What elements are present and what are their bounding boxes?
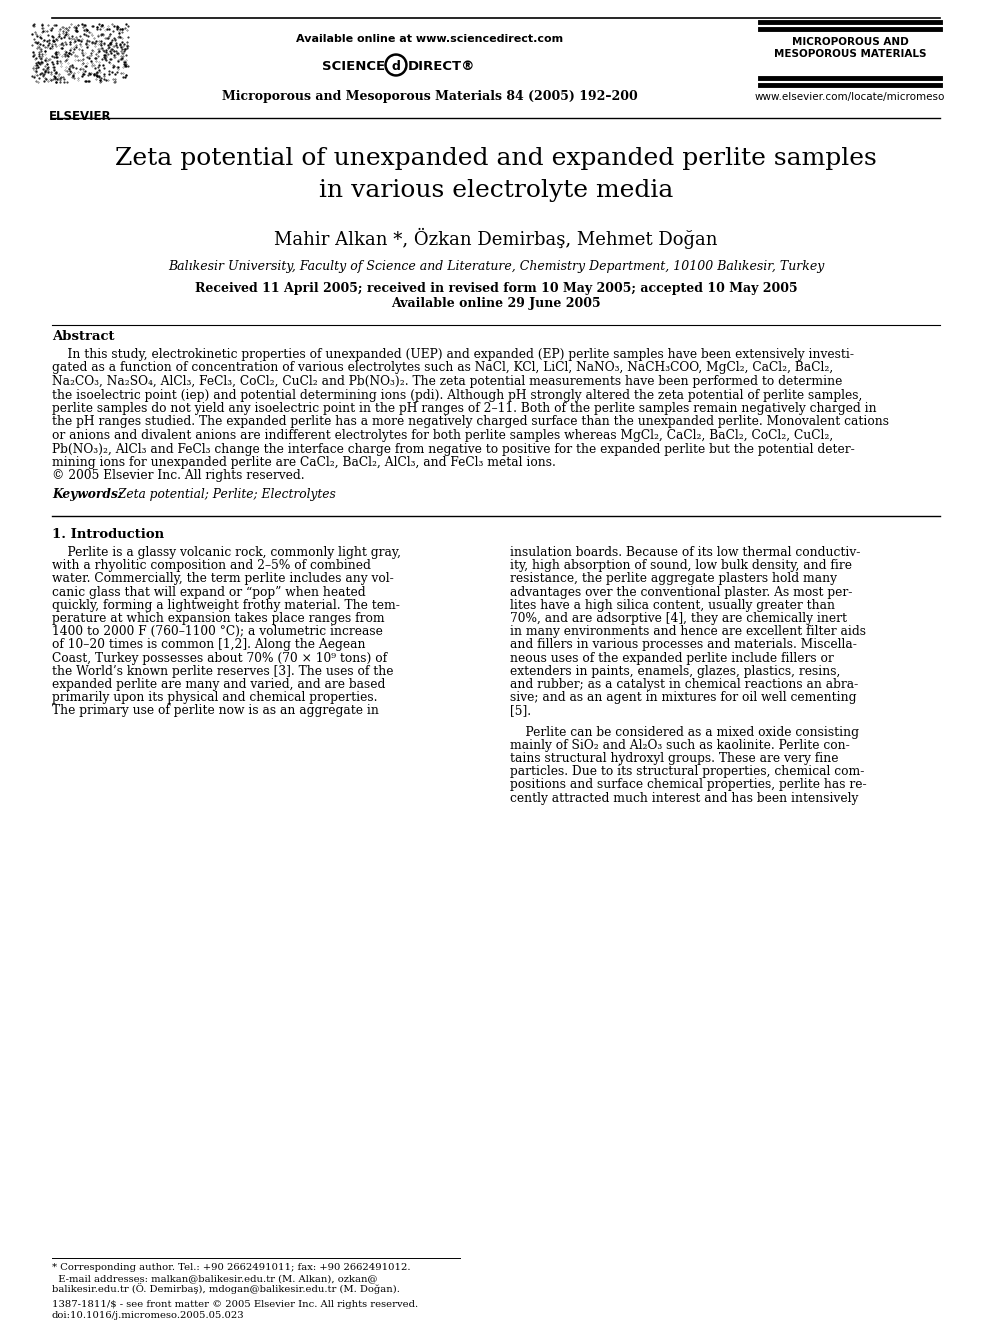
Text: with a rhyolitic composition and 2–5% of combined: with a rhyolitic composition and 2–5% of… [52, 560, 371, 573]
Text: [5].: [5]. [510, 704, 531, 717]
Text: Received 11 April 2005; received in revised form 10 May 2005; accepted 10 May 20: Received 11 April 2005; received in revi… [194, 282, 798, 295]
Text: gated as a function of concentration of various electrolytes such as NaCl, KCl, : gated as a function of concentration of … [52, 361, 833, 374]
Text: insulation boards. Because of its low thermal conductiv-: insulation boards. Because of its low th… [510, 546, 860, 560]
Text: DIRECT®: DIRECT® [408, 60, 475, 73]
Text: Abstract: Abstract [52, 329, 114, 343]
Text: advantages over the conventional plaster. As most per-: advantages over the conventional plaster… [510, 586, 852, 598]
Text: the isoelectric point (iep) and potential determining ions (pdi). Although pH st: the isoelectric point (iep) and potentia… [52, 389, 862, 401]
Text: and rubber; as a catalyst in chemical reactions an abra-: and rubber; as a catalyst in chemical re… [510, 677, 858, 691]
Text: canic glass that will expand or “pop” when heated: canic glass that will expand or “pop” wh… [52, 586, 366, 598]
Text: Coast, Turkey possesses about 70% (70 × 10⁹ tons) of: Coast, Turkey possesses about 70% (70 × … [52, 652, 387, 664]
Text: 1. Introduction: 1. Introduction [52, 528, 164, 541]
Text: mainly of SiO₂ and Al₂O₃ such as kaolinite. Perlite con-: mainly of SiO₂ and Al₂O₃ such as kaolini… [510, 738, 850, 751]
Text: E-mail addresses: malkan@balikesir.edu.tr (M. Alkan), ozkan@: E-mail addresses: malkan@balikesir.edu.t… [52, 1274, 378, 1283]
Text: in many environments and hence are excellent filter aids: in many environments and hence are excel… [510, 626, 866, 638]
Text: Mahir Alkan *, Özkan Demirbaş, Mehmet Doğan: Mahir Alkan *, Özkan Demirbaş, Mehmet D… [274, 228, 718, 249]
Text: perlite samples do not yield any isoelectric point in the pH ranges of 2–11. Bot: perlite samples do not yield any isoelec… [52, 402, 877, 415]
Text: In this study, electrokinetic properties of unexpanded (UEP) and expanded (EP) p: In this study, electrokinetic properties… [52, 348, 854, 361]
Text: Perlite can be considered as a mixed oxide consisting: Perlite can be considered as a mixed oxi… [510, 725, 859, 738]
Text: resistance, the perlite aggregate plasters hold many: resistance, the perlite aggregate plaste… [510, 573, 837, 585]
Text: © 2005 Elsevier Inc. All rights reserved.: © 2005 Elsevier Inc. All rights reserved… [52, 470, 305, 483]
Circle shape [385, 54, 407, 75]
Text: ELSEVIER: ELSEVIER [49, 110, 111, 123]
Text: Microporous and Mesoporous Materials 84 (2005) 192–200: Microporous and Mesoporous Materials 84 … [222, 90, 638, 103]
Text: Zeta potential; Perlite; Electrolytes: Zeta potential; Perlite; Electrolytes [114, 488, 335, 501]
Text: Balıkesir University, Faculty of Science and Literature, Chemistry Department, 1: Balıkesir University, Faculty of Science… [168, 261, 824, 273]
Text: MICROPOROUS AND: MICROPOROUS AND [792, 37, 909, 48]
Text: in various electrolyte media: in various electrolyte media [318, 179, 674, 202]
Text: water. Commercially, the term perlite includes any vol-: water. Commercially, the term perlite in… [52, 573, 394, 585]
Text: doi:10.1016/j.micromeso.2005.05.023: doi:10.1016/j.micromeso.2005.05.023 [52, 1311, 245, 1320]
Text: Zeta potential of unexpanded and expanded perlite samples: Zeta potential of unexpanded and expande… [115, 147, 877, 169]
Text: expanded perlite are many and varied, and are based: expanded perlite are many and varied, an… [52, 677, 385, 691]
Text: Na₂CO₃, Na₂SO₄, AlCl₃, FeCl₃, CoCl₂, CuCl₂ and Pb(NO₃)₂. The zeta potential meas: Na₂CO₃, Na₂SO₄, AlCl₃, FeCl₃, CoCl₂, CuC… [52, 374, 842, 388]
Text: quickly, forming a lightweight frothy material. The tem-: quickly, forming a lightweight frothy ma… [52, 599, 400, 611]
Text: primarily upon its physical and chemical properties.: primarily upon its physical and chemical… [52, 691, 378, 704]
Text: Keywords:: Keywords: [52, 488, 122, 501]
Text: Available online 29 June 2005: Available online 29 June 2005 [391, 296, 601, 310]
Text: The primary use of perlite now is as an aggregate in: The primary use of perlite now is as an … [52, 704, 379, 717]
Text: MESOPOROUS MATERIALS: MESOPOROUS MATERIALS [774, 49, 927, 60]
Text: Available online at www.sciencedirect.com: Available online at www.sciencedirect.co… [297, 34, 563, 44]
Text: or anions and divalent anions are indifferent electrolytes for both perlite samp: or anions and divalent anions are indiff… [52, 429, 833, 442]
Text: SCIENCE: SCIENCE [321, 60, 385, 73]
Text: 1387-1811/$ - see front matter © 2005 Elsevier Inc. All rights reserved.: 1387-1811/$ - see front matter © 2005 El… [52, 1301, 418, 1308]
Text: sive; and as an agent in mixtures for oil well cementing: sive; and as an agent in mixtures for oi… [510, 691, 856, 704]
Text: ity, high absorption of sound, low bulk density, and fire: ity, high absorption of sound, low bulk … [510, 560, 852, 573]
Text: extenders in paints, enamels, glazes, plastics, resins,: extenders in paints, enamels, glazes, pl… [510, 664, 840, 677]
Text: * Corresponding author. Tel.: +90 2662491011; fax: +90 2662491012.: * Corresponding author. Tel.: +90 266249… [52, 1263, 411, 1271]
Text: the pH ranges studied. The expanded perlite has a more negatively charged surfac: the pH ranges studied. The expanded perl… [52, 415, 889, 429]
Text: mining ions for unexpanded perlite are CaCl₂, BaCl₂, AlCl₃, and FeCl₃ metal ions: mining ions for unexpanded perlite are C… [52, 456, 556, 468]
Text: cently attracted much interest and has been intensively: cently attracted much interest and has b… [510, 791, 858, 804]
Text: tains structural hydroxyl groups. These are very fine: tains structural hydroxyl groups. These … [510, 751, 838, 765]
Text: perature at which expansion takes place ranges from: perature at which expansion takes place … [52, 613, 385, 624]
Text: positions and surface chemical properties, perlite has re-: positions and surface chemical propertie… [510, 778, 867, 791]
Text: lites have a high silica content, usually greater than: lites have a high silica content, usuall… [510, 599, 835, 611]
Text: Perlite is a glassy volcanic rock, commonly light gray,: Perlite is a glassy volcanic rock, commo… [52, 546, 401, 560]
Text: neous uses of the expanded perlite include fillers or: neous uses of the expanded perlite inclu… [510, 652, 833, 664]
Text: 1400 to 2000 F (760–1100 °C); a volumetric increase: 1400 to 2000 F (760–1100 °C); a volumetr… [52, 626, 383, 638]
Text: balikesir.edu.tr (Ö. Demirbaş), mdogan@balikesir.edu.tr (M. Doğan).: balikesir.edu.tr (Ö. Demirbaş), mdogan@… [52, 1283, 400, 1294]
Text: d: d [392, 60, 401, 73]
Text: particles. Due to its structural properties, chemical com-: particles. Due to its structural propert… [510, 765, 864, 778]
Text: www.elsevier.com/locate/micromeso: www.elsevier.com/locate/micromeso [755, 93, 945, 102]
Text: and fillers in various processes and materials. Miscella-: and fillers in various processes and mat… [510, 639, 857, 651]
Text: Pb(NO₃)₂, AlCl₃ and FeCl₃ change the interface charge from negative to positive : Pb(NO₃)₂, AlCl₃ and FeCl₃ change the int… [52, 442, 855, 455]
Circle shape [388, 57, 405, 74]
Text: of 10–20 times is common [1,2]. Along the Aegean: of 10–20 times is common [1,2]. Along th… [52, 639, 365, 651]
Text: 70%, and are adsorptive [4], they are chemically inert: 70%, and are adsorptive [4], they are ch… [510, 613, 847, 624]
Text: the World’s known perlite reserves [3]. The uses of the: the World’s known perlite reserves [3]. … [52, 664, 394, 677]
